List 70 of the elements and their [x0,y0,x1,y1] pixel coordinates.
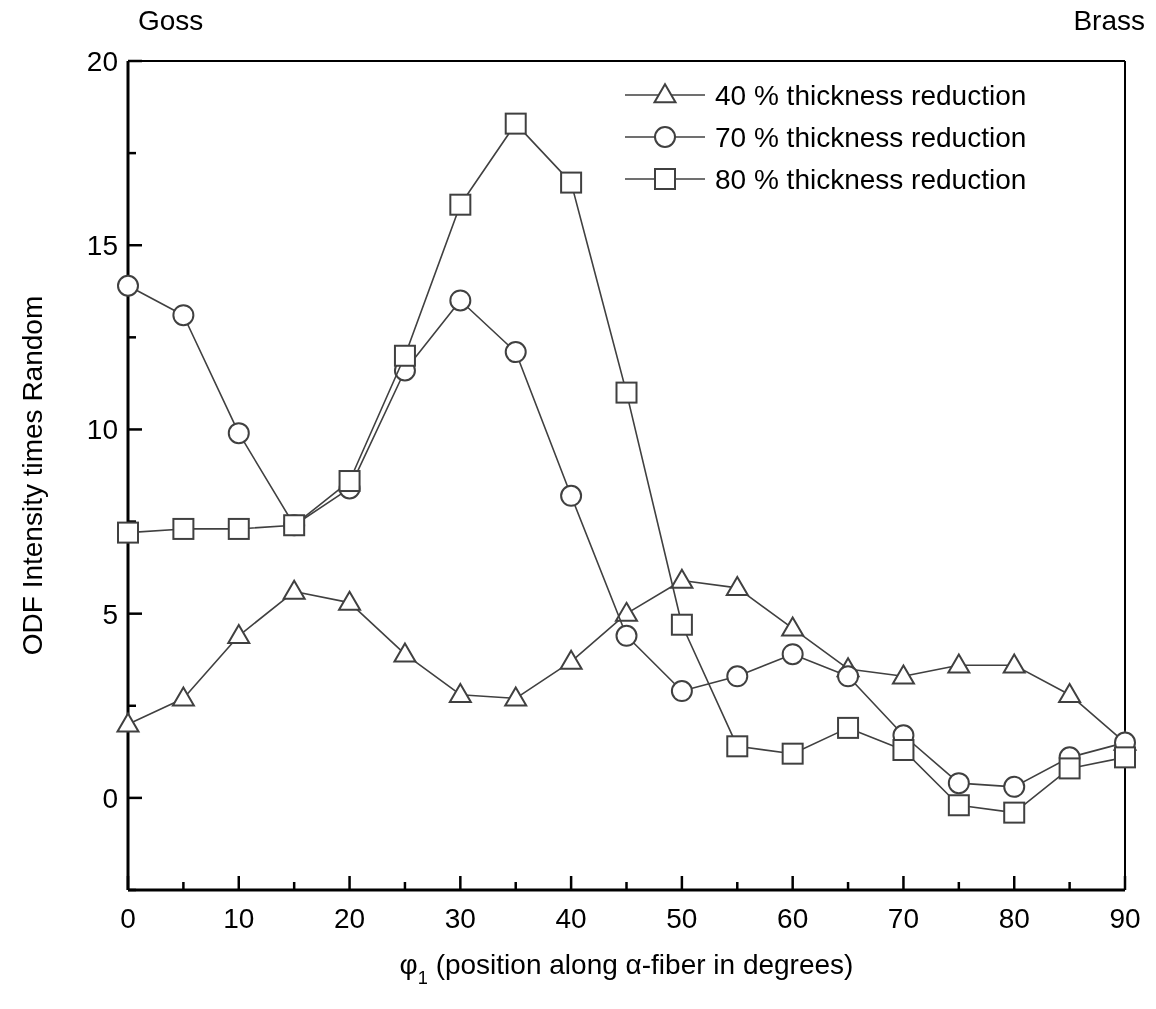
text: Goss [138,5,204,36]
point [282,579,306,600]
text: Brass [1073,5,1145,36]
point [1003,775,1026,798]
point [837,716,860,739]
point [227,517,250,540]
point [670,568,694,589]
x-tick-label: 50 [666,903,698,934]
point [781,643,804,666]
point [117,274,139,297]
point [947,653,971,674]
point [670,680,693,703]
x-tick-label: 60 [777,903,809,934]
point [1003,801,1026,824]
point [393,642,417,663]
x-tick-label: 10 [223,903,255,934]
y-tick-label: 15 [86,230,118,262]
legend-label: 70 % thickness reduction [715,122,1027,153]
point [1114,746,1136,769]
point [947,772,970,795]
x-tick-label: 40 [555,903,587,934]
point [947,794,970,817]
point [725,576,749,597]
point [227,623,251,644]
point [726,665,749,688]
y-tick-label: 10 [86,414,118,446]
point [172,304,195,327]
x-tick-label: 80 [998,903,1030,934]
point [338,470,361,493]
point [615,601,638,622]
point [615,381,638,404]
point [670,613,693,636]
point [448,682,472,703]
legend-label: 40 % thickness reduction [715,80,1027,111]
point [338,590,362,611]
point [892,738,915,761]
point [781,616,805,637]
y-axis-title: ODF Intensity times Random [17,295,48,656]
point [172,517,195,540]
y-tick-label: 5 [102,598,118,630]
point [1002,653,1026,674]
point [615,624,638,647]
point [726,735,749,758]
point [1058,682,1082,703]
y-tick-label: 0 [102,782,118,814]
point [559,649,583,670]
point [504,341,527,364]
point [449,193,472,216]
y-tick-label: 20 [86,46,118,77]
point [283,514,306,537]
point [227,422,250,445]
x-tick-label: 90 [1109,903,1141,934]
point [393,344,416,367]
x-tick-label: 20 [333,903,366,934]
point [449,289,472,312]
legend-label: 80 % thickness reduction [715,164,1027,195]
x-tick-label: 30 [444,903,476,934]
point [504,112,527,135]
point [837,665,860,688]
point [560,171,583,194]
x-axis-title: φ$_{1}$ (position along α-fiber in degrees) [399,949,854,988]
point [781,742,804,765]
point [171,686,195,707]
point [117,521,139,544]
point [891,664,915,685]
point [1058,757,1081,780]
point [116,712,140,733]
point [504,686,528,707]
point [560,484,583,507]
x-tick-label: 70 [887,903,920,934]
